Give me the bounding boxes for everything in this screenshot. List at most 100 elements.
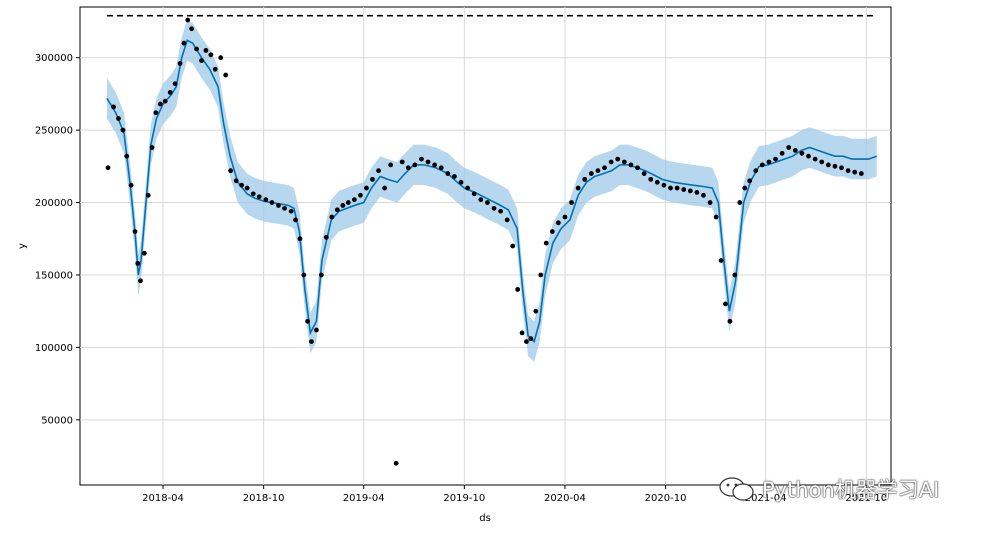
actual-point <box>358 192 363 198</box>
actual-point <box>504 217 510 223</box>
actual-point <box>334 207 340 213</box>
actual-point <box>351 197 357 203</box>
actual-point <box>256 194 262 200</box>
actual-point <box>263 197 269 203</box>
actual-point <box>732 272 738 278</box>
actual-point <box>812 156 818 162</box>
watermark: Python机器学习AI <box>718 474 939 504</box>
y-tick-label: 300000 <box>35 53 73 64</box>
actual-point <box>212 66 218 72</box>
actual-point <box>167 90 173 95</box>
actual-point <box>269 200 275 205</box>
actual-point <box>602 165 607 171</box>
actual-point <box>799 150 805 156</box>
actual-point <box>635 165 640 171</box>
actual-point <box>555 220 561 226</box>
actual-point <box>792 148 798 153</box>
actual-point <box>569 200 574 205</box>
actual-point <box>145 192 151 198</box>
forecast-line-group <box>106 39 877 344</box>
actual-point <box>608 159 614 165</box>
actual-point <box>157 101 163 107</box>
actual-point <box>405 165 411 171</box>
actual-point <box>832 163 838 169</box>
actual-point <box>687 188 693 194</box>
actual-point <box>641 171 647 176</box>
actual-point <box>562 214 568 220</box>
actual-point <box>120 127 126 133</box>
actual-point <box>852 169 858 175</box>
actual-point <box>419 156 424 162</box>
actual-point <box>575 185 581 191</box>
actual-point <box>288 208 294 214</box>
actual-point <box>661 182 667 188</box>
x-axis-ticks: 2018-04 2018-10 2019-04 2019-10 2020-04 2020-… <box>142 485 887 504</box>
actual-point <box>538 272 544 278</box>
actual-point <box>478 197 484 203</box>
actual-point <box>727 318 733 324</box>
actual-point <box>674 185 680 191</box>
actual-point <box>491 205 497 211</box>
y-axis-ticks: 50000 100000 150000 200000 250000 300000 <box>35 53 80 426</box>
actual-point <box>681 187 687 192</box>
actual-point <box>819 159 825 165</box>
uncertainty-band <box>106 20 877 362</box>
actual-point <box>282 205 287 211</box>
actual-point <box>233 178 239 184</box>
actual-point <box>845 168 851 174</box>
actual-point <box>753 168 759 174</box>
actual-point <box>528 336 534 342</box>
actual-point <box>203 48 209 53</box>
wechat-icon <box>719 477 754 501</box>
actual-point <box>181 40 187 46</box>
actual-point <box>135 260 141 266</box>
actual-point <box>498 208 504 214</box>
actual-point <box>737 200 743 205</box>
actual-point <box>153 110 159 116</box>
actual-point <box>858 171 864 176</box>
actual-point <box>707 200 713 205</box>
actual-point <box>786 145 792 150</box>
actual-point <box>533 308 539 314</box>
x-tick-label: 2021-10 <box>845 493 887 504</box>
actual-point <box>162 98 168 104</box>
actual-point <box>276 203 281 208</box>
y-tick-label: 250000 <box>35 126 73 137</box>
actual-point <box>465 185 471 191</box>
actual-point <box>305 318 311 324</box>
actual-point <box>185 17 191 23</box>
plot-area <box>79 6 892 486</box>
actual-point <box>471 191 477 197</box>
actual-point <box>399 159 405 165</box>
actual-point <box>189 26 195 32</box>
actual-point <box>318 272 324 278</box>
actual-point <box>364 185 369 191</box>
actual-point <box>588 171 594 176</box>
x-tick-label: 2018-10 <box>243 493 285 504</box>
y-tick-label: 150000 <box>35 270 73 281</box>
actual-point <box>370 176 375 182</box>
actual-point <box>199 58 204 63</box>
actual-point <box>250 191 256 197</box>
x-tick-label: 2019-10 <box>443 493 485 504</box>
actual-point <box>345 200 351 205</box>
actual-point <box>138 278 143 284</box>
actual-point <box>388 162 394 168</box>
actual-point <box>549 229 555 234</box>
actual-point <box>376 168 381 174</box>
actual-point <box>452 174 457 179</box>
actual-point <box>806 153 811 159</box>
actual-point <box>621 159 627 165</box>
grid-lines <box>80 7 891 485</box>
actual-point <box>524 339 529 344</box>
x-tick-label: 2020-04 <box>544 493 586 504</box>
actual-point <box>128 182 134 188</box>
actual-point <box>223 72 229 78</box>
actual-point <box>425 159 431 165</box>
actual-point <box>432 162 438 168</box>
actual-point <box>582 176 588 182</box>
x-tick-label: 2020-10 <box>645 493 687 504</box>
y-axis-label: y <box>17 243 28 249</box>
actual-point <box>445 171 451 176</box>
